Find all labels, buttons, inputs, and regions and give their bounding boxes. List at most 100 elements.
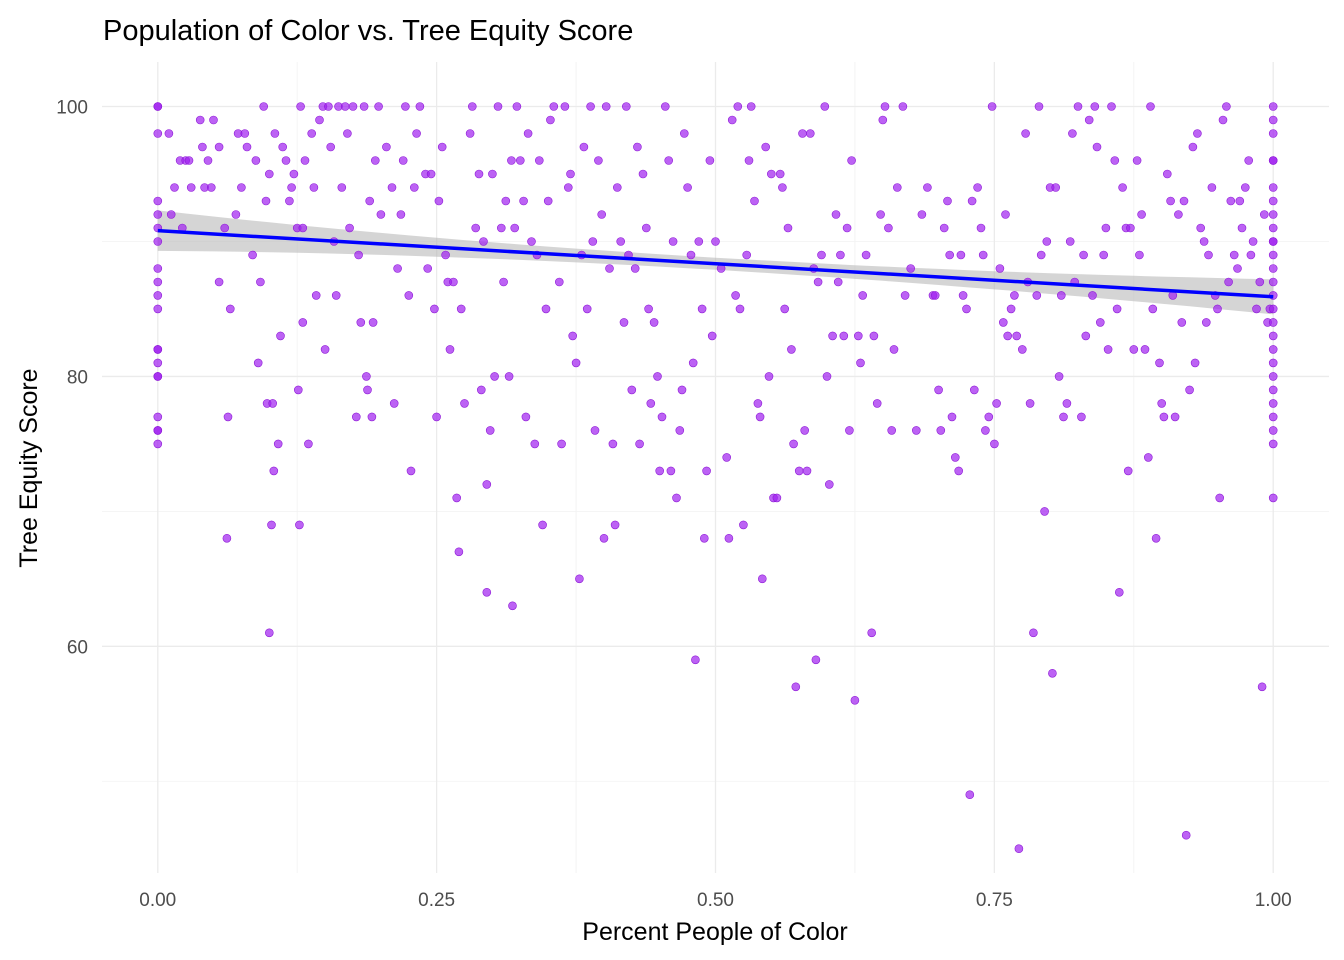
data-point [750, 196, 759, 206]
data-point [164, 129, 174, 138]
data-point [1073, 102, 1083, 111]
data-point [409, 183, 419, 192]
data-point [1188, 142, 1198, 152]
data-point [441, 250, 450, 260]
data-point [1054, 372, 1064, 381]
data-point [906, 264, 916, 273]
data-point [268, 399, 278, 408]
data-point [1215, 493, 1224, 503]
data-point [675, 426, 685, 435]
data-point [892, 183, 902, 192]
data-point [1110, 156, 1120, 165]
data-point [401, 102, 410, 111]
data-point [368, 318, 378, 327]
data-point [766, 169, 776, 179]
data-point [954, 466, 964, 476]
data-point [153, 304, 163, 314]
data-point [1246, 250, 1256, 260]
data-point [1012, 331, 1022, 341]
data-point [889, 345, 899, 354]
data-point [326, 142, 336, 152]
data-point [1103, 345, 1113, 354]
data-point [798, 129, 807, 138]
data-point [1199, 237, 1209, 246]
data-point [707, 331, 717, 341]
data-point [1163, 169, 1172, 179]
data-point [817, 250, 826, 260]
data-point [744, 156, 754, 165]
data-point [800, 426, 810, 435]
data-point [619, 318, 629, 327]
data-point [934, 385, 943, 395]
data-point [1017, 345, 1027, 354]
data-point [839, 331, 849, 341]
data-point [1068, 129, 1077, 138]
data-point [1126, 223, 1135, 233]
data-point [833, 277, 843, 287]
data-point [1166, 196, 1175, 206]
data-point [1190, 358, 1200, 368]
data-point [867, 628, 877, 638]
data-point [554, 277, 564, 287]
data-point [627, 385, 637, 395]
data-point [482, 587, 492, 597]
data-point [298, 223, 308, 233]
data-point [653, 372, 662, 381]
data-point [1235, 196, 1245, 206]
data-point [295, 520, 304, 530]
data-point [1255, 277, 1265, 287]
data-point [1159, 412, 1169, 422]
data-point [1268, 318, 1278, 327]
data-point [1268, 345, 1278, 354]
data-point [831, 210, 841, 219]
data-point [309, 183, 319, 192]
data-point [780, 304, 790, 314]
data-point [884, 223, 893, 233]
data-point [270, 129, 280, 138]
data-point [828, 331, 837, 341]
data-point [307, 129, 317, 138]
data-point [482, 480, 492, 489]
data-point [222, 533, 232, 543]
data-point [1059, 412, 1068, 422]
data-point [337, 183, 347, 192]
data-point [248, 250, 257, 260]
data-point [1092, 142, 1102, 152]
data-point [984, 412, 994, 422]
data-point [1268, 439, 1278, 449]
data-point [1257, 682, 1267, 692]
data-point [850, 695, 860, 705]
data-point [454, 547, 464, 557]
data-point [995, 264, 1005, 273]
data-point [1224, 277, 1233, 287]
data-point [646, 399, 656, 408]
data-point [504, 372, 514, 381]
data-point [702, 466, 711, 476]
trend-line [157, 228, 1274, 299]
data-point [697, 304, 707, 314]
data-point [761, 142, 771, 152]
data-point [1268, 223, 1278, 233]
x-tick-label: 1.00 [1255, 890, 1292, 911]
data-point [1185, 385, 1194, 395]
data-point [1268, 304, 1278, 314]
data-point [1029, 628, 1038, 638]
data-point [1260, 210, 1269, 219]
data-point [1014, 844, 1024, 854]
points-layer [153, 102, 1278, 854]
data-point [900, 291, 910, 300]
data-point [635, 439, 644, 449]
data-point [990, 439, 999, 449]
data-point [1025, 399, 1035, 408]
data-point [195, 115, 205, 125]
data-point [432, 412, 441, 422]
data-point [794, 466, 804, 476]
data-point [973, 183, 982, 192]
data-point [1084, 115, 1094, 125]
data-point [507, 156, 516, 165]
x-tick-label: 0.50 [697, 890, 734, 911]
data-point [340, 102, 350, 111]
data-point [527, 237, 536, 246]
data-point [1268, 115, 1278, 125]
data-point [1268, 250, 1278, 260]
